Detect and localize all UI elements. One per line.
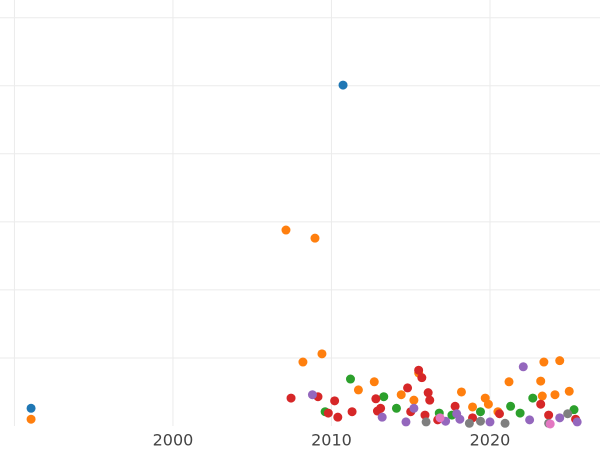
scatter-point <box>425 395 435 405</box>
scatter-point <box>475 416 485 426</box>
scatter-point <box>414 365 424 375</box>
scatter-point <box>528 393 538 403</box>
scatter-point <box>423 388 433 398</box>
scatter-point <box>409 403 419 413</box>
scatter-point <box>518 362 528 372</box>
scatter-point <box>500 418 510 428</box>
scatter-point <box>545 419 555 429</box>
scatter-point <box>298 357 308 367</box>
scatter-point <box>323 408 333 418</box>
scatter-point <box>536 399 546 409</box>
scatter-point <box>391 403 401 413</box>
scatter-point <box>401 417 411 427</box>
scatter-point <box>26 403 36 413</box>
x-tick-label: 2020 <box>470 431 511 450</box>
x-tick-label: 2010 <box>311 431 352 450</box>
scatter-point <box>307 390 317 400</box>
scatter-point <box>403 383 413 393</box>
scatter-point <box>347 407 357 417</box>
x-tick-label: 2000 <box>153 431 194 450</box>
scatter-point <box>537 391 547 401</box>
scatter-point <box>310 233 320 243</box>
scatter-point <box>555 356 565 366</box>
scatter-point <box>456 387 466 397</box>
scatter-point <box>353 385 363 395</box>
scatter-point <box>452 409 462 419</box>
scatter-point <box>504 377 514 387</box>
scatter-point <box>333 412 343 422</box>
scatter-point <box>483 399 493 409</box>
scatter-point <box>379 392 389 402</box>
scatter-point <box>409 395 419 405</box>
scatter-point <box>450 401 460 411</box>
scatter-point <box>485 417 495 427</box>
scatter-point <box>420 410 430 420</box>
scatter-point <box>330 396 340 406</box>
scatter-point <box>417 373 427 383</box>
scatter-point <box>338 80 348 90</box>
scatter-point <box>494 409 504 419</box>
scatter-point <box>536 376 546 386</box>
scatter-point <box>377 412 387 422</box>
scatter-point <box>539 357 549 367</box>
scatter-point <box>376 403 386 413</box>
scatter-point <box>475 407 485 417</box>
scatter-point <box>525 415 535 425</box>
scatter-point <box>369 377 379 387</box>
scatter-point <box>317 349 327 359</box>
scatter-point <box>544 410 554 420</box>
scatter-point <box>555 413 565 423</box>
scatter-point <box>563 409 573 419</box>
scatter-point <box>421 417 431 427</box>
scatter-point <box>435 413 445 423</box>
scatter-point <box>550 390 560 400</box>
scatter-point <box>396 390 406 400</box>
scatter-point <box>515 408 525 418</box>
scatter-point <box>345 374 355 384</box>
scatter-point <box>564 386 574 396</box>
scatter-point <box>371 394 381 404</box>
scatter-point <box>26 414 36 424</box>
scatter-point <box>464 418 474 428</box>
scatter-point <box>281 225 291 235</box>
scatter-point <box>468 402 478 412</box>
scatter-point <box>572 417 582 427</box>
scatter-point <box>506 401 516 411</box>
scatter-point <box>286 393 296 403</box>
